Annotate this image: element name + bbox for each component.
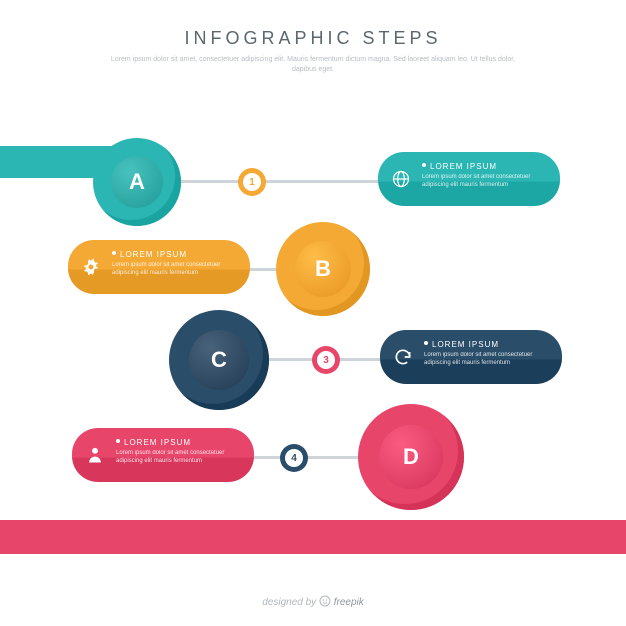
step-number: 3 [317,351,335,369]
step-circle-d: D [358,404,464,510]
step-circle-c: C [169,310,269,410]
step-card-body: Lorem ipsum dolor sit amet consectetuer … [424,352,548,368]
step-number-badge: 4 [280,444,308,472]
step-card-title: LOREM IPSUM [430,162,546,171]
step-card-title: LOREM IPSUM [432,340,548,349]
infographic-stage: A 1 LOREM IPSUM Lorem ipsum dolor sit amet … [0,0,626,626]
bullet-dot [424,341,428,345]
step-card-body: Lorem ipsum dolor sit amet consectetuer … [116,450,240,466]
step-letter: B [295,241,351,297]
attribution: designed by freepik [0,595,626,608]
step-card-a: LOREM IPSUM Lorem ipsum dolor sit amet co… [378,152,560,206]
attribution-prefix: designed by [262,597,319,608]
step-card-body: Lorem ipsum dolor sit amet consectetuer … [422,174,546,190]
step-letter: C [189,330,249,390]
step-card-d: LOREM IPSUM Lorem ipsum dolor sit amet co… [72,428,254,482]
step-circle-a: A [93,138,181,226]
step-number: 4 [285,449,303,467]
step-number: 1 [243,173,261,191]
gears-icon [78,254,104,280]
step-number-badge: 1 [238,168,266,196]
step-card-c: LOREM IPSUM Lorem ipsum dolor sit amet co… [380,330,562,384]
step-letter: D [379,425,443,489]
step-card-title: LOREM IPSUM [124,438,240,447]
step-number-badge: 3 [312,346,340,374]
step-card-title: LOREM IPSUM [120,250,236,259]
bullet-dot [116,439,120,443]
freepik-logo-icon [319,595,331,607]
bullet-dot [422,163,426,167]
step-letter: A [111,156,164,209]
cycle-icon [390,344,416,370]
step-card-b: LOREM IPSUM Lorem ipsum dolor sit amet co… [68,240,250,294]
step-circle-b: B [276,222,370,316]
attribution-brand: freepik [334,597,364,608]
step-card-body: Lorem ipsum dolor sit amet consectetuer … [112,262,236,278]
person-icon [82,442,108,468]
bullet-dot [112,251,116,255]
connector-line [170,180,380,183]
globe-icon [388,166,414,192]
decorative-band [0,520,626,554]
